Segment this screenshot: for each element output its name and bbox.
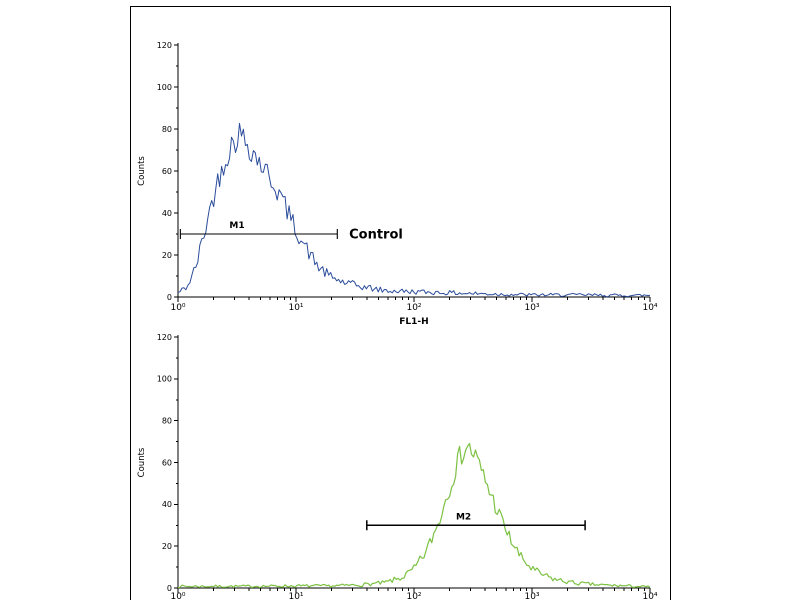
histogram-curve bbox=[177, 442, 651, 589]
y-tick-label: 40 bbox=[162, 500, 172, 509]
x-tick-label: 10⁰ bbox=[170, 303, 185, 313]
x-tick-label: 10² bbox=[406, 592, 421, 600]
figure-frame bbox=[130, 6, 671, 600]
y-tick-label: 0 bbox=[167, 293, 172, 302]
y-tick-label: 100 bbox=[157, 375, 172, 384]
x-tick-label: 10⁴ bbox=[642, 592, 657, 600]
y-tick-label: 80 bbox=[162, 416, 172, 425]
y-tick-label: 20 bbox=[162, 251, 172, 260]
y-tick-label: 20 bbox=[162, 542, 172, 551]
y-tick-label: 60 bbox=[162, 167, 172, 176]
y-tick-label: 40 bbox=[162, 209, 172, 218]
x-tick-label: 10¹ bbox=[288, 303, 303, 313]
x-tick-label: 10⁰ bbox=[170, 592, 185, 600]
y-tick-label: 100 bbox=[157, 83, 172, 92]
y-tick-label: 120 bbox=[157, 333, 172, 342]
x-tick-label: 10³ bbox=[524, 303, 539, 313]
y-tick-label: 0 bbox=[167, 584, 172, 593]
gate-label: M1 bbox=[229, 221, 244, 231]
flow-histogram-top: 0 20 40 60 80 100 120 10⁰ 10¹ 10² 10³ 10⁴ Counts FL1-… bbox=[137, 41, 658, 327]
gate-label: M2 bbox=[456, 512, 471, 522]
histogram-curve bbox=[177, 122, 651, 298]
x-tick-label: 10³ bbox=[524, 592, 539, 600]
y-axis-title: Counts bbox=[137, 156, 147, 186]
y-axis-title: Counts bbox=[137, 447, 147, 477]
flow-histogram-bottom: 0 20 40 60 80 100 120 10⁰ 10¹ 10² 10³ 10⁴ Counts M2 bbox=[137, 333, 658, 600]
y-tick-label: 120 bbox=[157, 41, 172, 50]
annotation-label: Control bbox=[349, 228, 403, 243]
x-axis-title: FL1-H bbox=[399, 317, 428, 327]
x-tick-label: 10¹ bbox=[288, 592, 303, 600]
y-tick-label: 80 bbox=[162, 125, 172, 134]
y-tick-label: 60 bbox=[162, 458, 172, 467]
x-tick-label: 10² bbox=[406, 303, 421, 313]
x-tick-label: 10⁴ bbox=[642, 303, 657, 313]
